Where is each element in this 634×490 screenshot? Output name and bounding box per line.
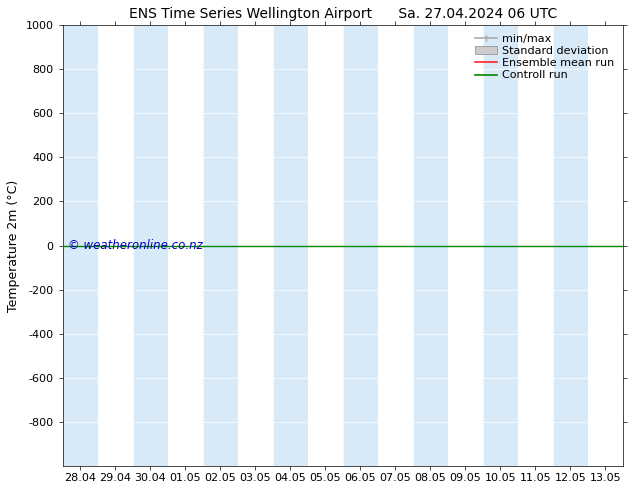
- Title: ENS Time Series Wellington Airport      Sa. 27.04.2024 06 UTC: ENS Time Series Wellington Airport Sa. 2…: [129, 7, 557, 21]
- Y-axis label: Temperature 2m (°C): Temperature 2m (°C): [7, 179, 20, 312]
- Bar: [413, 25, 448, 466]
- Bar: [63, 25, 98, 466]
- Bar: [343, 25, 378, 466]
- Bar: [553, 25, 588, 466]
- Text: © weatheronline.co.nz: © weatheronline.co.nz: [68, 239, 203, 252]
- Bar: [483, 25, 518, 466]
- Bar: [133, 25, 167, 466]
- Bar: [203, 25, 238, 466]
- Legend: min/max, Standard deviation, Ensemble mean run, Controll run: min/max, Standard deviation, Ensemble me…: [472, 30, 618, 84]
- Bar: [273, 25, 307, 466]
